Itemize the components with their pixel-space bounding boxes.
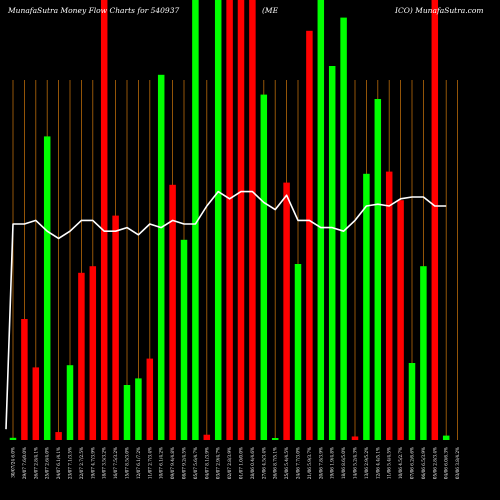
- x-tick-label: 07/06 6.2/6.6%: [410, 447, 415, 479]
- x-tick-label: 05/07 5.6/4.7%: [193, 447, 198, 479]
- x-tick-label: 12/07 6.1/7.2%: [136, 447, 141, 479]
- bar-down: [385, 171, 393, 440]
- bar-up: [328, 66, 336, 440]
- x-tick-label: 11/06 5.4/4.5%: [387, 447, 392, 479]
- x-tick-label: 30/07/24 6.0%: [11, 447, 16, 478]
- x-tick-label: 10/06 4.5/2.7%: [398, 447, 403, 479]
- bar-series: [9, 0, 450, 441]
- bar-up: [192, 0, 199, 440]
- x-tick-label: 18/07 3.5/3.2%: [102, 447, 107, 479]
- x-tick-label: 03/06 3.8/4.2%: [455, 447, 460, 479]
- bar-down: [55, 432, 62, 440]
- x-tick-label: 21/06 5.9/3.7%: [307, 447, 312, 479]
- bar-up: [43, 136, 51, 440]
- x-tick-label: 23/07 7.1/3.5%: [68, 447, 73, 479]
- bar-up: [157, 74, 165, 441]
- bar-up: [180, 239, 188, 440]
- bar-up: [374, 99, 382, 440]
- bar-down: [351, 436, 359, 440]
- bar-up: [340, 17, 347, 440]
- x-tick-label: 06/06 6.5/3.9%: [421, 447, 426, 479]
- bar-up: [271, 438, 279, 440]
- x-tick-label: 25/07 2.6/4.0%: [45, 447, 50, 479]
- x-tick-label: 15/07 8.5/3.0%: [125, 447, 130, 479]
- x-tick-label: 04/07 8.1/3.9%: [204, 447, 209, 479]
- bar-up: [442, 435, 450, 440]
- x-tick-label: 26/07 2.8/4.1%: [33, 447, 38, 479]
- x-tick-label: 27/06 4.5/3.4%: [261, 447, 266, 479]
- bar-down: [21, 319, 28, 440]
- x-tick-label: 12/06 4.4/5.1%: [375, 447, 380, 479]
- x-tick-label: 29/07 7.6/0.0%: [22, 447, 27, 479]
- x-tick-label: 24/06 7.7/3.0%: [296, 447, 301, 479]
- bar-down: [89, 266, 97, 440]
- x-tick-label: 05/06 2.8/3.4%: [432, 447, 437, 479]
- bar-up: [294, 264, 302, 440]
- x-tick-label: 11/07 2.7/3.4%: [147, 447, 152, 479]
- chart-title-right: ICO) MunafaSutra.com: [394, 6, 483, 15]
- bar-down: [169, 184, 176, 440]
- x-tick-label: 14/06 5.2/4.3%: [353, 447, 358, 479]
- x-tick-label: 24/07 6.1/4.1%: [56, 447, 61, 479]
- bar-up: [260, 94, 268, 440]
- x-tick-label: 03/07 2.9/4.7%: [216, 447, 221, 479]
- chart-title-middle: (ME: [262, 6, 279, 15]
- bar-up: [420, 266, 427, 440]
- x-tick-label: 20/06 7.8/3.9%: [318, 447, 323, 479]
- bar-up: [363, 173, 370, 441]
- bar-up: [408, 363, 416, 440]
- x-tick-label: 01/07 1.0/0.0%: [239, 447, 244, 479]
- x-tick-label: 19/07 4.7/3.9%: [90, 447, 95, 479]
- bar-up: [317, 0, 325, 440]
- bar-down: [397, 200, 404, 440]
- bar-up: [66, 365, 74, 440]
- x-tick-label: 28/06 0.4/4.6%: [250, 447, 255, 479]
- bar-up: [135, 378, 142, 440]
- x-tick-label: 04/06 6.0/6.3%: [444, 447, 449, 479]
- money-flow-line: [5, 190, 447, 430]
- bar-down: [32, 367, 40, 440]
- x-tick-label: 19/06 1.9/4.8%: [330, 447, 335, 479]
- x-tick-label: 22/07 2.7/2.5%: [79, 447, 84, 479]
- x-tick-label: 08/07 9.2/4.5%: [182, 447, 187, 479]
- bar-down: [237, 0, 245, 440]
- bar-up: [9, 437, 17, 440]
- x-tick-label: 16/07 7.5/3.2%: [113, 447, 118, 479]
- bar-down: [306, 30, 313, 441]
- x-tick-label: 09/07 9.4/4.8%: [170, 447, 175, 479]
- x-tick-label: 02/07 2.8/3.9%: [227, 447, 232, 479]
- x-tick-label: 18/06 8.6/5.0%: [341, 447, 346, 479]
- bar-down: [78, 272, 85, 440]
- bar-down: [100, 0, 108, 440]
- x-tick-label: 25/06 5.4/4.5%: [284, 447, 289, 479]
- bar-down: [249, 0, 256, 440]
- bar-down: [146, 358, 154, 440]
- x-tick-label: 13/06 2.9/5.2%: [364, 447, 369, 479]
- chart-title-left: MunafaSutra Money Flow Charts for 540937: [7, 6, 179, 15]
- bar-down: [283, 182, 290, 440]
- bar-down: [203, 434, 211, 440]
- bar-down: [431, 0, 439, 440]
- bar-up: [123, 385, 131, 440]
- x-axis-tick-labels: 30/07/24 6.0% 29/07 7.6/0.0% 26/07 2.8/4.1…: [11, 447, 461, 479]
- bar-down: [226, 0, 233, 440]
- bar-up: [214, 0, 222, 440]
- x-tick-label: 26/06 8.7/5.1%: [273, 447, 278, 479]
- bar-down: [112, 215, 119, 440]
- x-tick-label: 10/07 6.1/4.2%: [159, 447, 164, 479]
